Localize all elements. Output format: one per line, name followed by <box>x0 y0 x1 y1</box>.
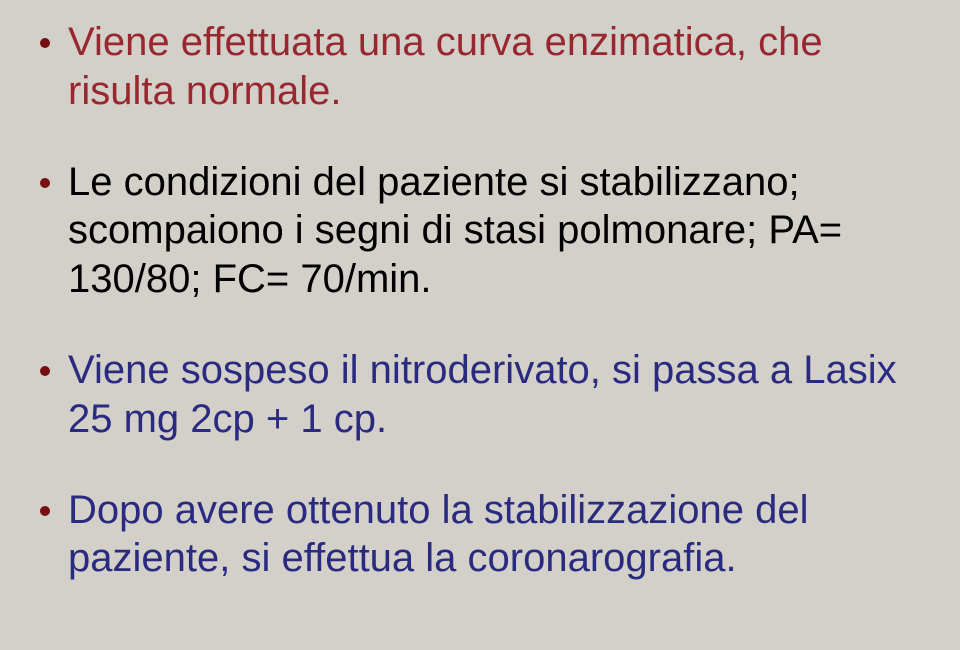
bullet-item: Dopo avere ottenuto la stabilizzazione d… <box>40 486 932 584</box>
bullet-item: Viene sospeso il nitroderivato, si passa… <box>40 346 932 444</box>
slide: Viene effettuata una curva enzimatica, c… <box>0 0 960 650</box>
bullet-text: Viene effettuata una curva enzimatica, c… <box>68 18 932 116</box>
bullet-text: Le condizioni del paziente si stabilizza… <box>68 158 932 304</box>
bullet-text: Viene sospeso il nitroderivato, si passa… <box>68 346 932 444</box>
bullet-dot-icon <box>40 506 50 516</box>
bullet-dot-icon <box>40 38 50 48</box>
bullet-dot-icon <box>40 366 50 376</box>
bullet-text: Dopo avere ottenuto la stabilizzazione d… <box>68 486 932 584</box>
bullet-item: Viene effettuata una curva enzimatica, c… <box>40 18 932 116</box>
bullet-item: Le condizioni del paziente si stabilizza… <box>40 158 932 304</box>
bullet-dot-icon <box>40 178 50 188</box>
